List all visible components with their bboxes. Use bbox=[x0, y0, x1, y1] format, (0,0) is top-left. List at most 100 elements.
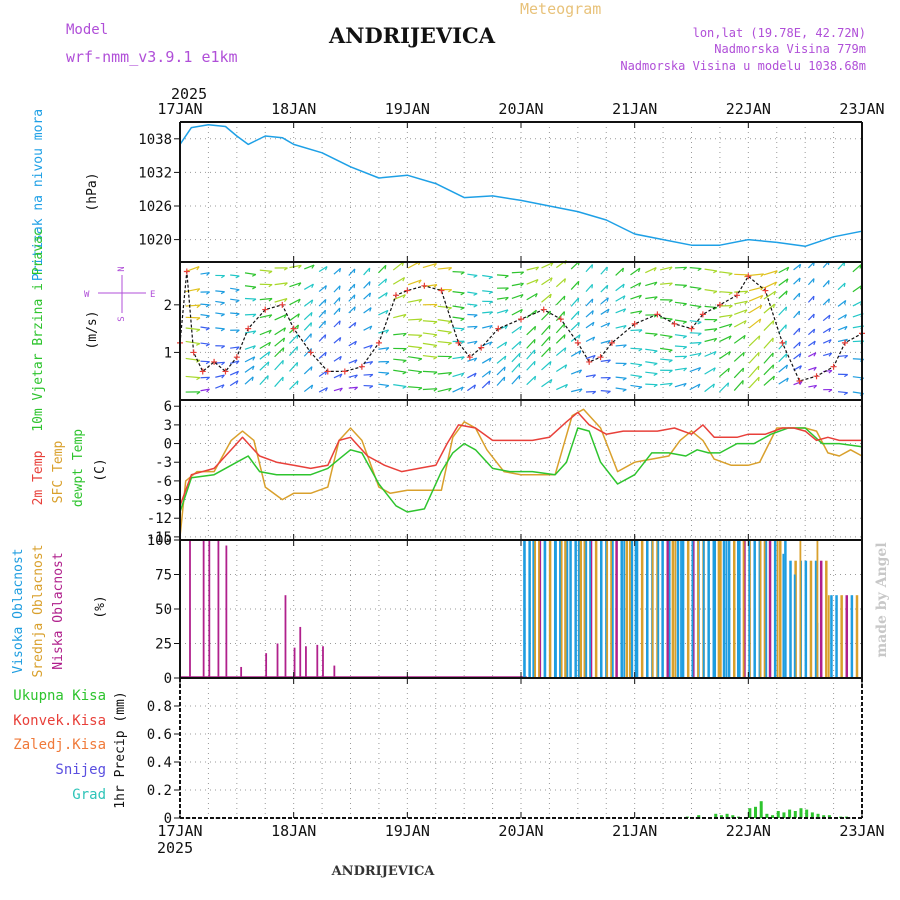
wind-gust-marker bbox=[392, 292, 399, 299]
wind-arrow bbox=[363, 267, 371, 276]
cloud-bar bbox=[674, 540, 677, 678]
y-tick-label: 0 bbox=[164, 811, 172, 827]
wind-arrow-head bbox=[813, 352, 817, 357]
wind-arrow bbox=[526, 360, 536, 371]
y-tick-label: 0 bbox=[164, 437, 172, 453]
wind-arrow bbox=[778, 306, 787, 316]
wind-arrow-head bbox=[591, 298, 594, 303]
wind-arrow bbox=[408, 318, 422, 321]
wind-arrow bbox=[437, 387, 452, 393]
wind-arrow-head bbox=[564, 384, 568, 389]
wind-arrow-head bbox=[268, 329, 272, 334]
wind-arrow bbox=[467, 303, 478, 306]
wind-arrow bbox=[289, 264, 302, 269]
wind-arrow-head bbox=[220, 345, 225, 349]
wind-arrow bbox=[719, 335, 732, 343]
wind-arrow-head bbox=[418, 279, 422, 284]
cloud-bar bbox=[765, 540, 768, 678]
wind-arrow-head bbox=[798, 264, 802, 269]
wind-arrow-head bbox=[354, 341, 357, 346]
cloud-bar bbox=[322, 646, 324, 678]
cloud-bar bbox=[712, 540, 716, 678]
wind-arrow-head bbox=[622, 389, 627, 392]
wind-arrow bbox=[719, 367, 730, 378]
wind-arrow-head bbox=[353, 306, 356, 311]
wind-arrow-head bbox=[252, 330, 257, 335]
wind-arrow-head bbox=[402, 359, 407, 363]
product-title: Meteogram bbox=[520, 0, 601, 18]
compass-west: W bbox=[84, 290, 90, 300]
wind-arrow bbox=[348, 386, 358, 389]
bottom-day-label: 22JAN bbox=[726, 822, 771, 840]
y-tick-label: 25 bbox=[155, 637, 172, 653]
wind-arrow bbox=[230, 274, 240, 277]
wind-arrow-head bbox=[668, 369, 673, 374]
cloud-bar bbox=[555, 540, 557, 678]
wind-arrow-head bbox=[354, 386, 358, 391]
wind-arrow-head bbox=[578, 388, 583, 393]
wind-arrow-head bbox=[235, 380, 239, 385]
wind-arrow-head bbox=[235, 289, 240, 292]
wind-arrow-head bbox=[742, 352, 745, 357]
wind-arrow-head bbox=[668, 282, 673, 287]
wind-arrow-head bbox=[324, 334, 327, 339]
wind-arrow bbox=[348, 294, 356, 302]
wind-arrow bbox=[378, 292, 388, 299]
precip-legend-convective: Konvek.Kisa bbox=[13, 713, 106, 729]
wind-arrow-head bbox=[534, 326, 537, 331]
wind-arrow bbox=[555, 347, 567, 357]
wind-arrow bbox=[704, 367, 716, 375]
model-elevation-label: Nadmorska Visina u modelu 1038.68m bbox=[620, 59, 866, 73]
wind-gust-marker bbox=[597, 354, 604, 361]
wind-arrow bbox=[333, 320, 341, 328]
cloud-bar bbox=[569, 540, 572, 678]
cloud-bar bbox=[611, 540, 614, 678]
precip-bar bbox=[776, 811, 780, 818]
wind-arrow-head bbox=[221, 275, 226, 279]
wind-arrow bbox=[793, 341, 801, 349]
wind-arrow-head bbox=[713, 328, 718, 332]
precip-bar bbox=[765, 813, 769, 818]
wind-arrow-head bbox=[533, 339, 536, 344]
wind-gust-marker bbox=[841, 339, 848, 346]
wind-arrow-head bbox=[728, 305, 733, 309]
wind-arrow bbox=[630, 384, 643, 388]
wind-arrow-head bbox=[668, 349, 673, 353]
wind-arrow bbox=[807, 328, 816, 336]
wind-gust-marker bbox=[211, 358, 218, 365]
y-tick-label: 0.2 bbox=[147, 783, 172, 799]
wind-arrow bbox=[422, 332, 438, 336]
wind-arrow bbox=[689, 383, 701, 391]
cloud-bar bbox=[794, 560, 797, 678]
wind-arrow-head bbox=[473, 325, 478, 330]
wind-arrow-head bbox=[535, 279, 539, 284]
footer-station: ANDRIJEVICA bbox=[331, 864, 436, 879]
wind-arrow bbox=[215, 327, 225, 330]
wind-gust-marker bbox=[762, 287, 769, 294]
wind-arrow bbox=[526, 279, 539, 285]
wind-arrow bbox=[215, 374, 225, 378]
precip-bar bbox=[697, 815, 701, 818]
wind-arrow-head bbox=[282, 360, 284, 365]
wind-arrow bbox=[452, 271, 465, 273]
wind-arrow-head bbox=[196, 317, 201, 321]
wind-arrow-head bbox=[843, 392, 848, 396]
wind-arrow bbox=[808, 352, 817, 358]
cloud-bar bbox=[606, 540, 609, 678]
wind-arrow-head bbox=[418, 347, 423, 351]
wind-arrow bbox=[229, 370, 239, 376]
wind-arrow bbox=[289, 298, 301, 306]
dewpt-temp-line bbox=[179, 427, 863, 513]
wind-arrow-head bbox=[728, 323, 733, 328]
wind-arrow-head bbox=[606, 390, 611, 394]
wind-arrow bbox=[630, 294, 642, 300]
wind-arrow bbox=[748, 304, 763, 314]
wind-arrow-head bbox=[668, 359, 673, 363]
wind-arrow bbox=[719, 291, 733, 294]
y-tick-label: -9 bbox=[155, 493, 172, 509]
wind-arrow-head bbox=[448, 289, 453, 293]
wind-arrow bbox=[630, 310, 642, 314]
wind-arrow bbox=[407, 369, 422, 373]
wind-arrow-head bbox=[548, 325, 551, 330]
wind-arrow bbox=[274, 282, 288, 286]
